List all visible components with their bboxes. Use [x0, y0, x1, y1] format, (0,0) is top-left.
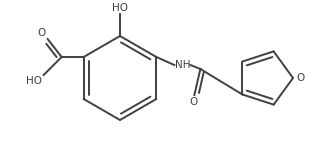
Text: HO: HO — [26, 76, 42, 86]
Text: O: O — [37, 28, 46, 38]
Text: O: O — [189, 97, 198, 107]
Text: HO: HO — [112, 3, 128, 13]
Text: NH: NH — [175, 60, 191, 70]
Text: O: O — [296, 73, 304, 83]
